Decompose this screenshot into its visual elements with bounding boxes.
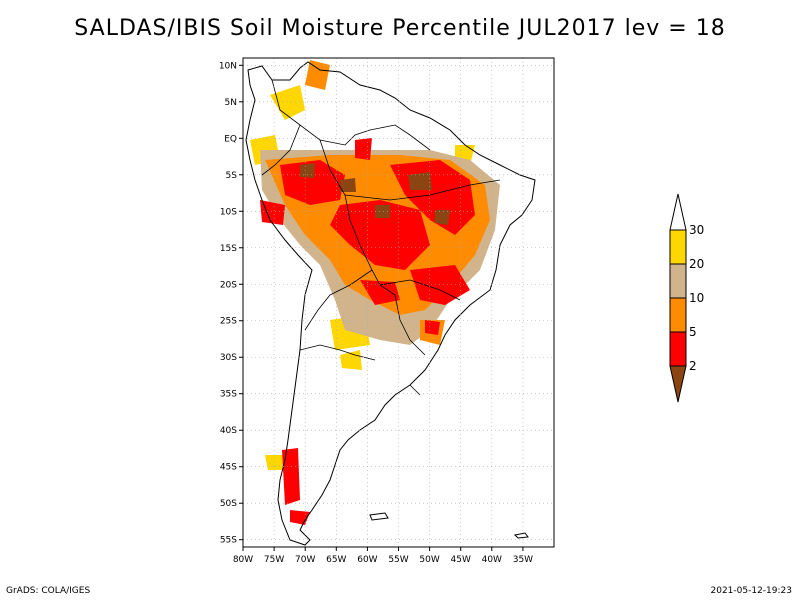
colorbar-label: 2 (689, 359, 697, 373)
lon-tick-label: 65W (326, 555, 346, 565)
lat-tick-label: 5N (225, 98, 237, 108)
colorbar-segment-10-20 (669, 263, 687, 299)
south-georgia (513, 532, 529, 539)
lat-tick-label: 25S (220, 317, 237, 327)
lon-tick-label: 70W (295, 555, 315, 565)
colorbar-label: 5 (689, 325, 697, 339)
falkland-islands (369, 512, 389, 521)
colorbar: 2 5 10 20 30 (669, 193, 704, 403)
footer-credit: GrADS: COLA/IGES (6, 586, 91, 596)
shade-below-2 (300, 163, 450, 225)
lat-tick-label: 45S (220, 463, 237, 473)
lat-tick-label: EQ (224, 134, 237, 144)
colorbar-label: 30 (689, 223, 704, 237)
lon-tick-label: 60W (357, 555, 377, 565)
lon-tick-label: 50W (419, 555, 439, 565)
lat-tick-label: 10S (220, 207, 237, 217)
lat-tick-label: 50S (220, 499, 237, 509)
lat-tick-label: 30S (220, 353, 237, 363)
colorbar-label: 20 (689, 257, 704, 271)
lon-tick-label: 35W (513, 555, 533, 565)
map-title: SALDAS/IBIS Soil Moisture Percentile JUL… (74, 16, 726, 41)
colorbar-segment-20-30 (669, 229, 687, 265)
lon-tick-label: 80W (233, 555, 253, 565)
colorbar-segment-5-10 (669, 297, 687, 333)
axis-ticks: 80W 75W 70W 65W 60W 55W 50W 45W 40W 35W 10N 5N EQ 5S 1… (219, 61, 533, 565)
shade-patagonia (282, 448, 310, 525)
lat-tick-label: 20S (220, 280, 237, 290)
lat-tick-label: 55S (220, 536, 237, 546)
colorbar-segment-below-2 (669, 365, 687, 403)
country-borders (261, 79, 501, 396)
lat-tick-label: 35S (220, 390, 237, 400)
lat-tick-label: 5S (226, 171, 238, 181)
colorbar-segment-2-5 (669, 331, 687, 367)
lon-tick-label: 55W (388, 555, 408, 565)
lon-tick-label: 45W (451, 555, 471, 565)
lat-tick-label: 15S (220, 244, 237, 254)
lon-tick-label: 75W (264, 555, 284, 565)
south-america-outline (245, 61, 536, 546)
colorbar-label: 10 (689, 291, 704, 305)
footer-timestamp: 2021-05-12-19:23 (710, 586, 793, 596)
percentile-shading (250, 60, 500, 525)
colorbar-segment-above-30 (669, 193, 687, 231)
lon-tick-label: 40W (482, 555, 502, 565)
lat-tick-label: 40S (220, 426, 237, 436)
lat-tick-label: 10N (219, 61, 237, 71)
